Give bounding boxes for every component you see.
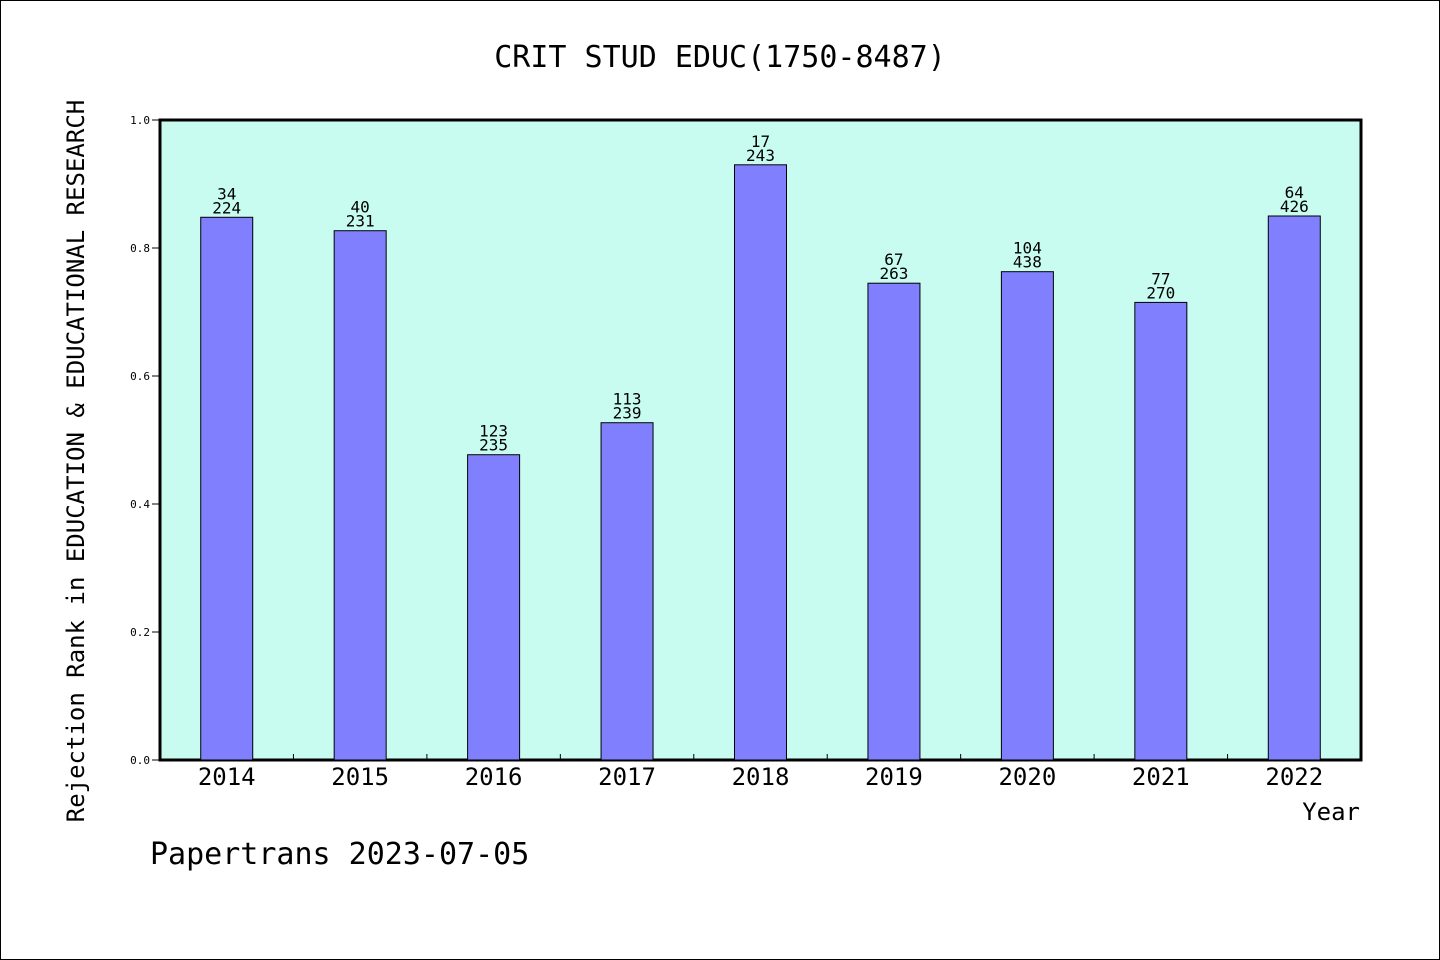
x-tick-label: 2022 bbox=[1265, 763, 1323, 791]
y-tick-label: 0.6 bbox=[130, 370, 150, 383]
bar-label-top: 34 bbox=[217, 184, 236, 203]
footer-text: Papertrans 2023-07-05 bbox=[150, 837, 529, 872]
bar-label-bottom: 426 bbox=[1280, 197, 1309, 216]
bar-2019 bbox=[867, 282, 921, 761]
bar-2021 bbox=[1134, 301, 1188, 761]
x-tick-label: 2016 bbox=[465, 763, 523, 791]
y-tick-label: 0.8 bbox=[130, 242, 150, 255]
bar-label-bottom: 243 bbox=[746, 146, 775, 165]
x-tick-label: 2014 bbox=[198, 763, 256, 791]
bar-label-bottom: 231 bbox=[346, 212, 375, 231]
bar-label-top: 67 bbox=[884, 250, 903, 269]
bar-label-bottom: 270 bbox=[1146, 283, 1175, 302]
bar-2022 bbox=[1267, 215, 1321, 761]
bar-label-top: 64 bbox=[1285, 183, 1304, 202]
bar-label-bottom: 263 bbox=[879, 264, 908, 283]
x-tick-label: 2021 bbox=[1132, 763, 1190, 791]
x-tick-label: 2020 bbox=[998, 763, 1056, 791]
x-tick-label: 2015 bbox=[331, 763, 389, 791]
x-tick-label: 2019 bbox=[865, 763, 923, 791]
bar-2016 bbox=[467, 454, 521, 761]
bar-2014 bbox=[200, 216, 254, 761]
x-axis-label: Year bbox=[1302, 798, 1360, 826]
x-tick-label: 2017 bbox=[598, 763, 656, 791]
bar-label-bottom: 224 bbox=[212, 198, 241, 217]
bar-2015 bbox=[333, 230, 387, 761]
bar-label-bottom: 239 bbox=[613, 404, 642, 423]
bar-label-top: 123 bbox=[479, 422, 508, 441]
bar-2018 bbox=[734, 164, 787, 761]
y-tick-label: 0.2 bbox=[130, 626, 150, 639]
x-tick-label: 2018 bbox=[732, 763, 790, 791]
bar-label-top: 17 bbox=[751, 132, 770, 151]
bar-label-top: 113 bbox=[613, 390, 642, 409]
bar-label-top: 40 bbox=[351, 198, 370, 217]
chart-title: CRIT STUD EDUC(1750-8487) bbox=[494, 40, 946, 75]
bar-label-bottom: 235 bbox=[479, 436, 508, 455]
bar-2017 bbox=[600, 422, 654, 761]
x-axis: 2014 2015 2016 2017 2018 2019 2020 2021 2022 bbox=[198, 754, 1323, 791]
bar-label-top: 77 bbox=[1151, 269, 1170, 288]
y-tick-label: 1.0 bbox=[130, 114, 150, 127]
bar-label-bottom: 438 bbox=[1013, 253, 1042, 272]
y-axis-label: Rejection Rank in EDUCATION & EDUCATIONA… bbox=[62, 100, 90, 822]
y-tick-label: 0.4 bbox=[130, 498, 150, 511]
bar-2020 bbox=[1000, 271, 1054, 761]
y-tick-label: 0.0 bbox=[130, 754, 150, 767]
bar-label-top: 104 bbox=[1013, 239, 1042, 258]
y-axis: 0.0 0.2 0.4 0.6 0.8 1.0 bbox=[130, 114, 160, 767]
